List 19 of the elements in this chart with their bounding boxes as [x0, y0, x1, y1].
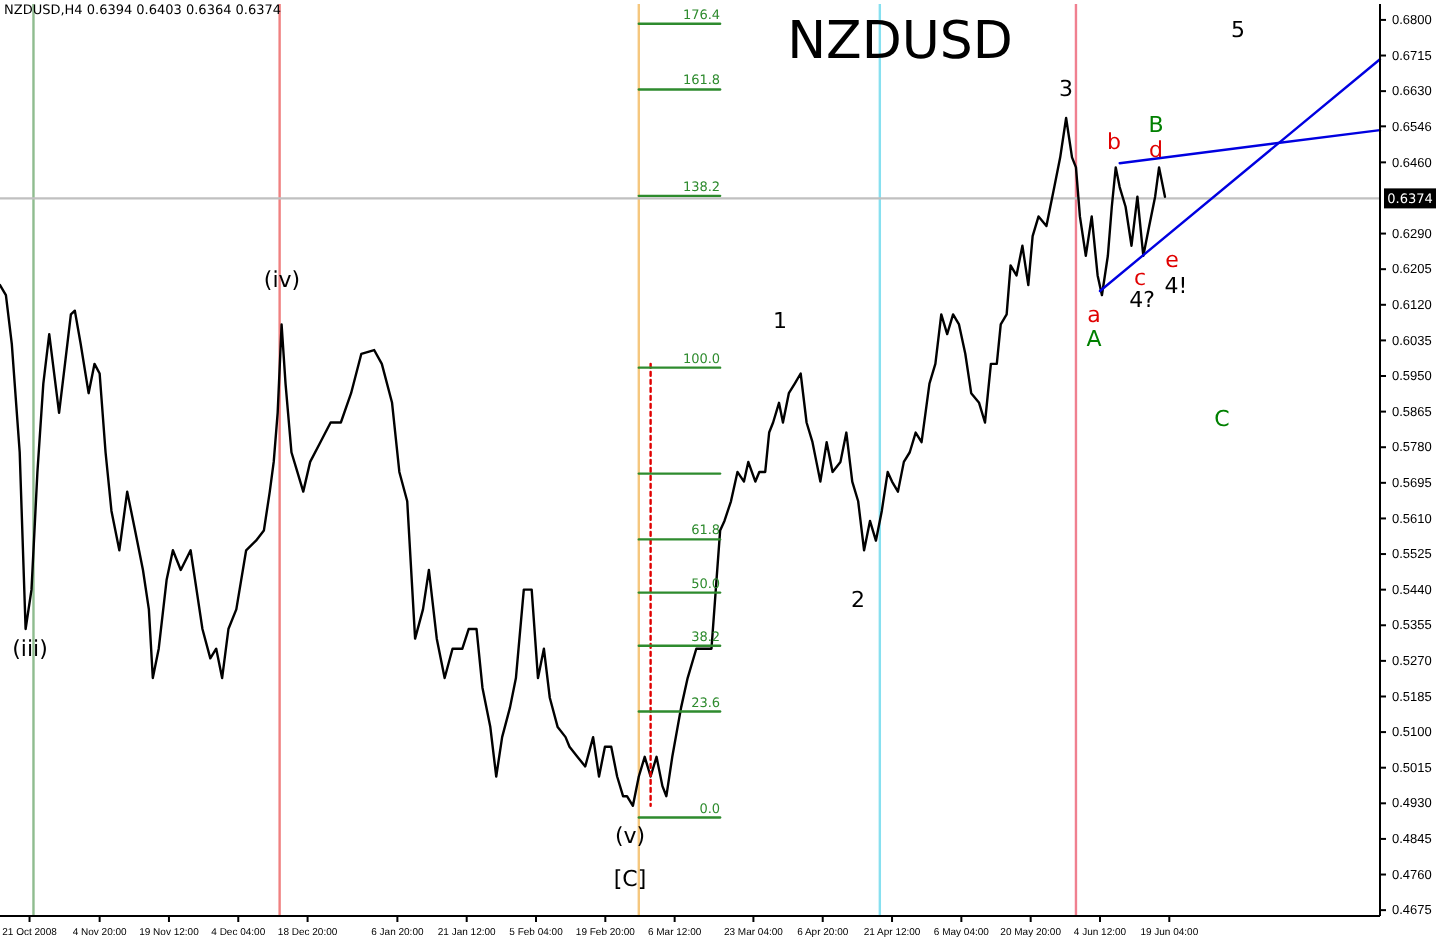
annotation: b [1107, 129, 1122, 156]
annotation: [C] [613, 866, 647, 893]
annotation: c [1133, 264, 1147, 291]
annotation: 5 [1231, 17, 1245, 44]
annotation: d [1149, 137, 1163, 164]
annotation: a [1087, 302, 1101, 329]
annotation: e [1165, 247, 1180, 274]
annotation: (iv) [263, 266, 301, 293]
annotation: 4! [1164, 272, 1188, 299]
annotation: (v) [614, 823, 646, 850]
chart-subtitle: NZDUSD [787, 12, 1013, 72]
annotation: 4? [1129, 286, 1156, 313]
annotation: (iii) [12, 636, 48, 663]
annotation: 1 [773, 308, 787, 335]
annotation: 3 [1059, 76, 1073, 103]
annotation: B [1148, 111, 1164, 138]
annotation: A [1086, 325, 1103, 352]
annotation: C [1214, 406, 1231, 433]
annotation: 2 [851, 587, 865, 614]
